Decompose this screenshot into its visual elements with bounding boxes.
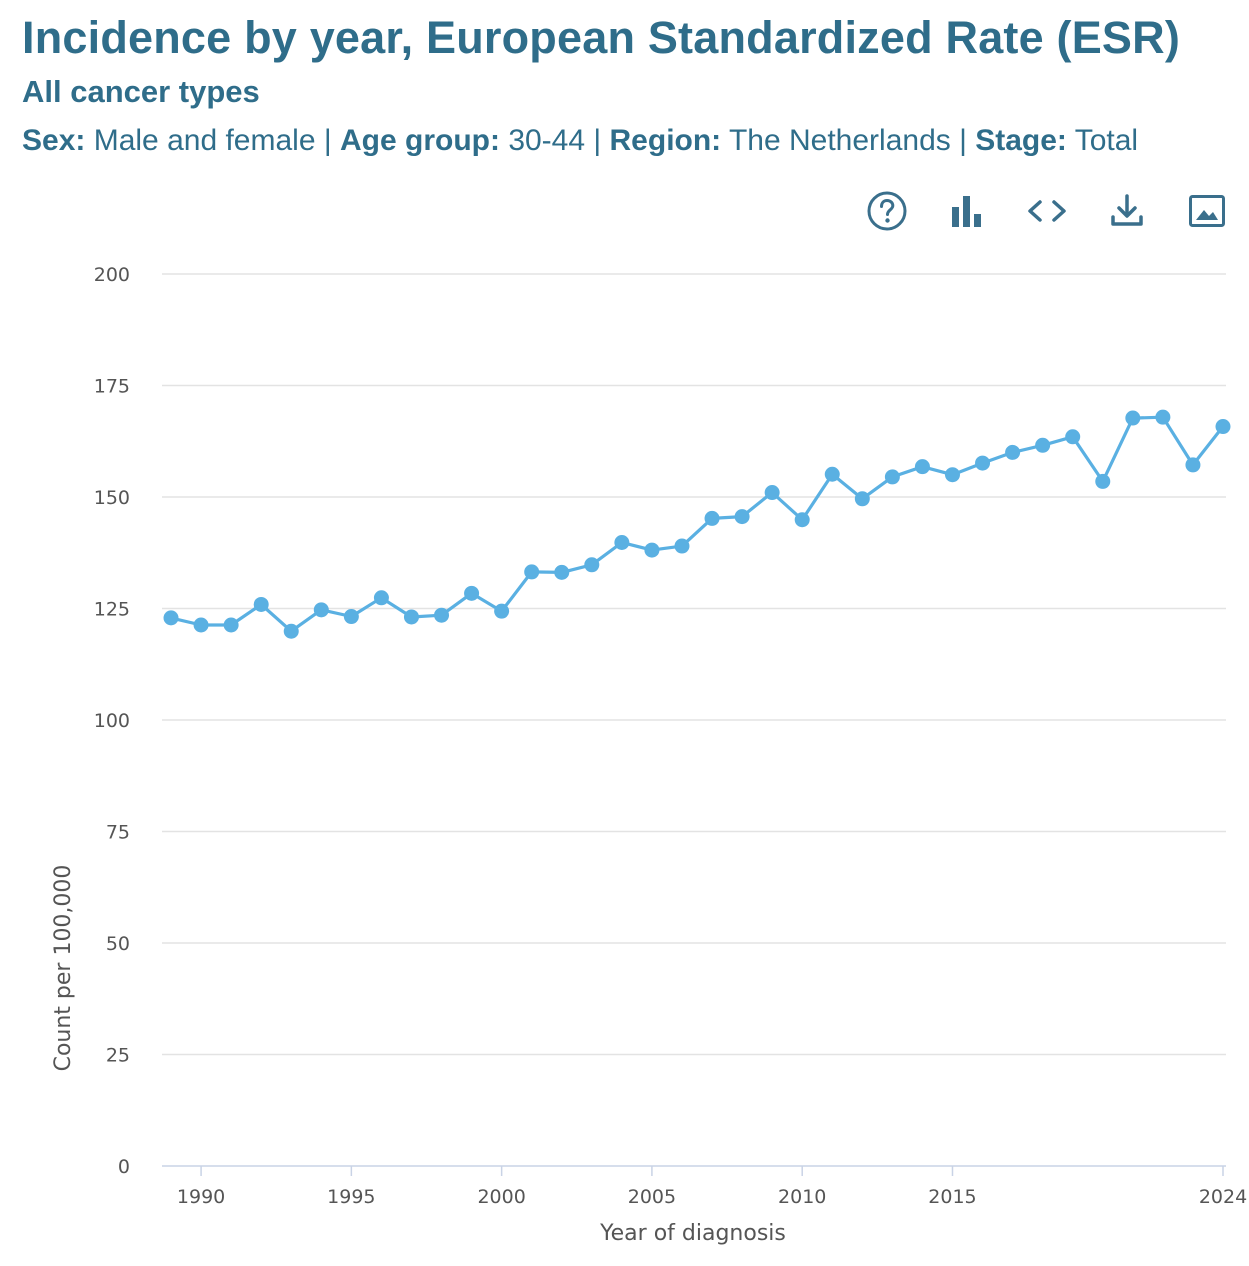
y-axis: 0 25 50 75 100 125 150 175 200: [94, 264, 130, 1178]
data-point[interactable]: [764, 485, 780, 501]
save-image-button[interactable]: [1184, 188, 1230, 234]
data-point[interactable]: [223, 617, 239, 633]
incidence-line-chart: 1990 1995 2000 2005 2010 2015 2024 0 25 50 75 100 1…: [51, 264, 1247, 1246]
help-button[interactable]: [864, 188, 910, 234]
data-point[interactable]: [494, 603, 510, 619]
data-point[interactable]: [464, 585, 480, 601]
data-point[interactable]: [434, 607, 450, 623]
y-axis-title: Count per 100,000: [51, 865, 76, 1072]
x-tick-label: 2000: [477, 1186, 525, 1208]
y-tick-label: 100: [94, 710, 130, 732]
data-point[interactable]: [1125, 410, 1141, 426]
data-point[interactable]: [253, 596, 269, 612]
filter-stage-label: Stage:: [975, 124, 1067, 157]
filter-stage-value: Total: [1074, 124, 1139, 157]
data-point[interactable]: [854, 491, 870, 507]
data-point[interactable]: [614, 534, 630, 550]
filter-sex-label: Sex:: [22, 124, 86, 157]
data-point[interactable]: [944, 467, 960, 483]
data-point[interactable]: [1215, 419, 1231, 435]
x-tick-label: 2024: [1199, 1186, 1247, 1208]
data-point[interactable]: [914, 459, 930, 475]
data-point[interactable]: [1005, 444, 1021, 460]
bar-chart-icon: [952, 196, 981, 227]
x-tick-label: 2010: [778, 1186, 826, 1208]
chart-toolbar: [860, 188, 1230, 236]
filter-sex-value: Male and female: [93, 124, 316, 157]
filter-summary: Sex: Male and female | Age group: 30-44 …: [22, 124, 1138, 158]
filter-separator: |: [585, 124, 610, 157]
data-point[interactable]: [524, 564, 540, 580]
series-line: [169, 415, 1225, 633]
filter-age-group-value: 30-44: [508, 124, 586, 157]
image-icon: [1189, 195, 1225, 227]
data-point[interactable]: [373, 590, 389, 606]
data-point[interactable]: [794, 512, 810, 528]
y-tick-label: 25: [106, 1045, 130, 1067]
data-point[interactable]: [163, 610, 179, 626]
x-tick-label: 1990: [177, 1186, 225, 1208]
filter-region-value: The Netherlands: [728, 124, 951, 157]
data-point[interactable]: [884, 469, 900, 485]
help-circle-icon: [867, 191, 907, 231]
data-point[interactable]: [584, 557, 600, 573]
download-icon: [1111, 194, 1143, 226]
data-point[interactable]: [734, 509, 750, 525]
y-tick-label: 150: [94, 487, 130, 509]
data-point[interactable]: [824, 466, 840, 482]
series-layer: [163, 409, 1231, 639]
data-point[interactable]: [1035, 437, 1051, 453]
y-tick-label: 50: [106, 933, 130, 955]
y-tick-label: 125: [94, 599, 130, 621]
x-tick-label: 1995: [327, 1186, 375, 1208]
chart-title: Incidence by year, European Standardized…: [22, 12, 1181, 63]
x-axis-title: Year of diagnosis: [599, 1221, 786, 1246]
y-tick-label: 75: [106, 822, 130, 844]
filter-separator: |: [950, 124, 976, 157]
filter-separator: |: [315, 124, 340, 157]
data-point[interactable]: [704, 510, 720, 526]
filter-region-label: Region:: [609, 124, 722, 157]
data-point[interactable]: [313, 602, 329, 618]
data-point[interactable]: [343, 609, 359, 625]
data-point[interactable]: [403, 609, 419, 625]
x-tick-label: 2015: [928, 1186, 976, 1208]
data-point[interactable]: [283, 623, 299, 639]
data-point[interactable]: [1065, 429, 1081, 445]
x-tick-label: 2005: [628, 1186, 676, 1208]
data-point[interactable]: [975, 455, 991, 471]
y-tick-label: 175: [94, 376, 130, 398]
data-point[interactable]: [1185, 457, 1201, 473]
chart-type-button[interactable]: [944, 188, 990, 234]
data-point[interactable]: [193, 617, 209, 633]
chart-subtitle: All cancer types: [22, 74, 260, 109]
embed-button[interactable]: [1024, 188, 1070, 234]
code-icon: [1028, 200, 1066, 222]
data-point[interactable]: [674, 538, 690, 554]
data-point[interactable]: [554, 564, 570, 580]
data-point[interactable]: [1155, 409, 1171, 425]
gridlines: [162, 273, 1226, 1056]
data-point[interactable]: [1095, 473, 1111, 489]
y-tick-label: 200: [94, 264, 130, 286]
filter-age-group-label: Age group:: [339, 124, 500, 157]
data-point[interactable]: [644, 542, 660, 558]
x-axis: 1990 1995 2000 2005 2010 2015 2024: [162, 1165, 1247, 1208]
download-button[interactable]: [1104, 188, 1150, 234]
y-tick-label: 0: [118, 1156, 130, 1178]
